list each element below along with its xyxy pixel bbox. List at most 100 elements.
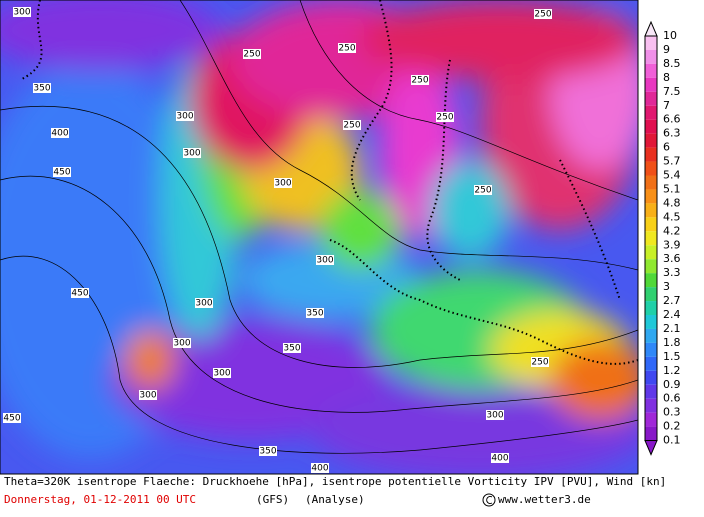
contour-label-bg: [183, 148, 201, 158]
contour-label-bg: [411, 75, 429, 85]
colorbar-frame: [644, 35, 658, 442]
colorbar-swatch: [645, 175, 657, 190]
colorbar-label: 9: [663, 43, 670, 56]
colorbar-swatch: [645, 398, 657, 413]
colorbar-label: 5.1: [663, 182, 681, 195]
contour-label: 300: [316, 256, 333, 266]
contour-label-bg: [173, 338, 191, 348]
isobars: [0, 0, 638, 454]
colorbar-label: 6: [663, 141, 670, 154]
contour-label: 250: [474, 186, 491, 196]
colorbar-swatch: [645, 105, 657, 120]
colorbar-swatch: [645, 426, 657, 441]
contour-label: 350: [259, 447, 276, 457]
contour-label-bg: [176, 111, 194, 121]
contour-label-bg: [33, 83, 51, 93]
copyright-c: [486, 496, 493, 504]
colorbar-swatch: [645, 49, 657, 64]
colorbar-label: 3.6: [663, 252, 681, 265]
colorbar-swatch: [645, 384, 657, 399]
colorbar-swatch: [645, 36, 657, 50]
run: (Analyse): [305, 493, 365, 506]
colorbar-label: 6.6: [663, 113, 681, 126]
colorbar-swatch: [645, 342, 657, 357]
colorbar-swatch: [645, 356, 657, 371]
footer: Theta=320K isentrope Flaeche: Druckhoehe…: [4, 475, 666, 507]
colorbar-label: 2.1: [663, 322, 681, 335]
contour-label: 300: [213, 369, 230, 379]
contour-label-bg: [531, 357, 549, 367]
colorbar-label: 3.3: [663, 266, 681, 279]
contour-label: 400: [311, 464, 328, 474]
colorbar-label: 1.5: [663, 350, 681, 363]
map-field: 300 350 400 450 450 450 250 250 250 250 300 300 250 2…: [0, 0, 638, 474]
contour-label: 250: [411, 76, 428, 86]
contour-label-bg: [311, 463, 329, 473]
contour-label: 450: [53, 168, 70, 178]
colorbar-arrow-bottom: [644, 440, 658, 456]
colorbar-swatch: [645, 91, 657, 106]
contour-label-bg: [474, 185, 492, 195]
contour-label: 300: [274, 179, 291, 189]
contour-label: 300: [176, 112, 193, 122]
colorbar-arrow-top: [644, 20, 658, 37]
colorbar-label: 5.7: [663, 155, 681, 168]
colorbar-label: 0.9: [663, 378, 681, 391]
colorbar-swatch: [645, 161, 657, 176]
colorbar-label: 0.3: [663, 406, 681, 419]
colorbar-label: 0.2: [663, 420, 681, 433]
colorbar-swatch: [645, 259, 657, 274]
contour-label-bg: [486, 410, 504, 420]
contour-label: 450: [71, 289, 88, 299]
coastlines: [19, 0, 638, 365]
contour-label: 250: [534, 10, 551, 20]
contour-label-bg: [343, 120, 361, 130]
contour-label: 300: [139, 391, 156, 401]
contour-label-bg: [53, 167, 71, 177]
contour-label: 300: [13, 8, 30, 18]
colorbar-swatch: [645, 133, 657, 148]
colorbar-label: 0.1: [663, 434, 681, 447]
contour-label: 250: [436, 113, 453, 123]
contour-label: 250: [343, 121, 360, 131]
contour-label-bg: [243, 49, 261, 59]
contour-label: 300: [486, 411, 503, 421]
description: Theta=320K isentrope Flaeche: Druckhoehe…: [4, 475, 666, 488]
colorbar-label: 6.3: [663, 127, 681, 140]
contour-label-bg: [3, 413, 21, 423]
colorbar-swatch: [645, 245, 657, 260]
contour-label-bg: [274, 178, 292, 188]
contour-label-bg: [534, 9, 552, 19]
contour-label: 300: [183, 149, 200, 159]
contour-label-bg: [213, 368, 231, 378]
colorbar-label: 3: [663, 280, 670, 293]
colorbar-label: 7: [663, 99, 670, 112]
colorbar-swatch: [645, 231, 657, 246]
colorbar-label: 5.4: [663, 169, 681, 182]
colorbar: 1098.587.576.66.365.75.45.14.84.54.23.93…: [644, 20, 681, 456]
contour-label-bg: [491, 453, 509, 463]
contour-label-bg: [71, 288, 89, 298]
contour-label: 350: [283, 344, 300, 354]
copyright-icon: [482, 493, 496, 507]
colorbar-swatch: [645, 370, 657, 385]
colorbar-swatch: [645, 301, 657, 315]
colorbar-label: 10: [663, 29, 677, 42]
colorbar-label: 8.5: [663, 57, 681, 70]
colorbar-label: 0.6: [663, 392, 681, 405]
colorbar-label: 3.9: [663, 238, 681, 251]
contour-label-bg: [195, 298, 213, 308]
map-frame: [0, 0, 639, 475]
colorbar-label: 4.2: [663, 224, 681, 237]
colorbar-label: 1.8: [663, 336, 681, 349]
colorbar-swatch: [645, 412, 657, 427]
colorbar-label: 2.4: [663, 308, 681, 321]
contour-label-bg: [316, 255, 334, 265]
colorbar-label: 4.8: [663, 196, 681, 209]
colorbar-swatch: [645, 287, 657, 302]
contour-label: 350: [306, 309, 323, 319]
colorbar-label: 8: [663, 71, 670, 84]
colorbar-swatch: [645, 147, 657, 162]
contour-label: 350: [33, 84, 50, 94]
